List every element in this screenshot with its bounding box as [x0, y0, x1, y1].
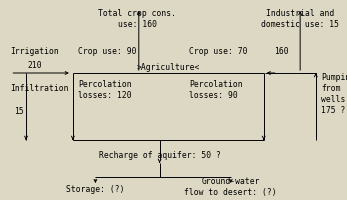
Text: Infiltration: Infiltration: [10, 84, 69, 93]
Text: Percolation
losses: 120: Percolation losses: 120: [78, 80, 132, 100]
Text: Pumping
from
wells
175 ?: Pumping from wells 175 ?: [321, 73, 347, 115]
Text: Total crop cons.
use: 160: Total crop cons. use: 160: [98, 9, 176, 29]
Text: Industrial and
domestic use: 15: Industrial and domestic use: 15: [261, 9, 339, 29]
Text: Storage: (?): Storage: (?): [66, 184, 125, 194]
Text: Percolation
losses: 90: Percolation losses: 90: [189, 80, 243, 100]
Text: 160: 160: [274, 46, 289, 55]
Text: Irrigation: Irrigation: [10, 46, 59, 55]
Text: Recharge of aquifer: 50 ?: Recharge of aquifer: 50 ?: [99, 150, 221, 160]
Text: Ground-water
flow to desert: (?): Ground-water flow to desert: (?): [185, 177, 277, 197]
Text: Crop use: 90: Crop use: 90: [78, 46, 137, 55]
Text: Crop use: 70: Crop use: 70: [189, 46, 248, 55]
Text: 210: 210: [27, 62, 42, 71]
Text: >Agriculture<: >Agriculture<: [137, 62, 200, 72]
Text: 15: 15: [14, 108, 24, 116]
